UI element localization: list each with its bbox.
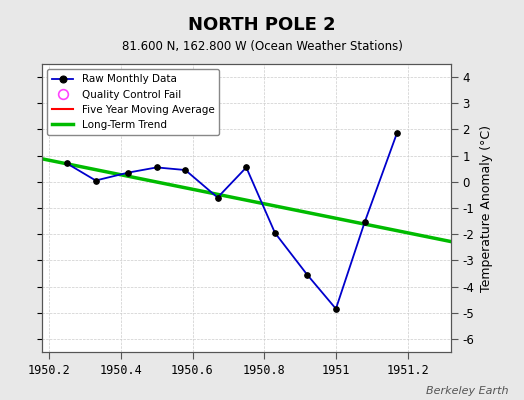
Raw Monthly Data bbox=[362, 220, 368, 225]
Y-axis label: Temperature Anomaly (°C): Temperature Anomaly (°C) bbox=[480, 124, 493, 292]
Legend: Raw Monthly Data, Quality Control Fail, Five Year Moving Average, Long-Term Tren: Raw Monthly Data, Quality Control Fail, … bbox=[47, 69, 220, 135]
Raw Monthly Data bbox=[64, 161, 70, 166]
Raw Monthly Data bbox=[272, 230, 278, 235]
Raw Monthly Data bbox=[243, 165, 249, 170]
Raw Monthly Data bbox=[333, 306, 339, 311]
Text: NORTH POLE 2: NORTH POLE 2 bbox=[188, 16, 336, 34]
Line: Raw Monthly Data: Raw Monthly Data bbox=[64, 131, 400, 312]
Text: 81.600 N, 162.800 W (Ocean Weather Stations): 81.600 N, 162.800 W (Ocean Weather Stati… bbox=[122, 40, 402, 53]
Raw Monthly Data bbox=[125, 170, 131, 175]
Raw Monthly Data bbox=[214, 195, 221, 200]
Raw Monthly Data bbox=[182, 168, 189, 172]
Raw Monthly Data bbox=[304, 272, 310, 277]
Raw Monthly Data bbox=[93, 178, 99, 183]
Text: Berkeley Earth: Berkeley Earth bbox=[426, 386, 508, 396]
Raw Monthly Data bbox=[394, 131, 400, 136]
Raw Monthly Data bbox=[154, 165, 160, 170]
